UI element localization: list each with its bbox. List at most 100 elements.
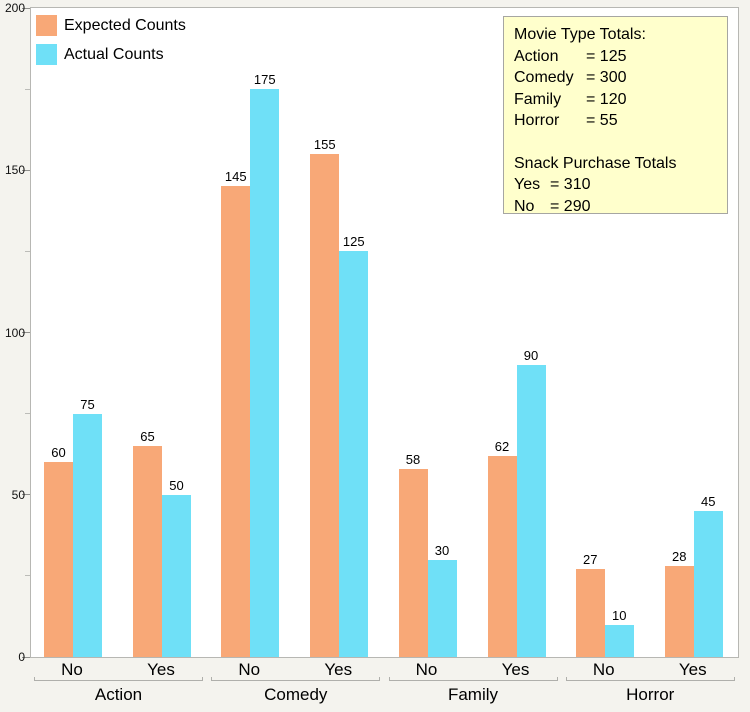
legend-item-expected[interactable]: Expected Counts: [36, 11, 186, 40]
annotation-row-action: Action = 125: [514, 46, 717, 68]
category-label-yes: Yes: [147, 660, 175, 679]
totals-annotation-box: Movie Type Totals: Action = 125 Comedy =…: [503, 16, 728, 215]
bar-value-label: 50: [169, 477, 184, 493]
y-minor-tick: [25, 413, 30, 415]
y-minor-tick: [25, 575, 30, 577]
bar-value-label: 45: [701, 493, 716, 509]
bar-value-label: 60: [51, 445, 66, 461]
bar-family-no-expected[interactable]: 58: [398, 452, 428, 657]
bar-horror-yes-actual[interactable]: 45: [693, 494, 723, 657]
annotation-value: = 120: [586, 90, 627, 108]
legend-label-actual: Actual Counts: [64, 45, 164, 63]
x-axis-group-horror: No Yes Horror: [562, 658, 739, 712]
category-label-no: No: [238, 660, 261, 679]
group-label-action: Action: [94, 685, 143, 704]
annotation-row-horror: Horror = 55: [514, 110, 717, 132]
annotation-row-comedy: Comedy = 300: [514, 67, 717, 89]
y-axis-label: 200: [4, 1, 25, 15]
bar-family-yes-expected[interactable]: 62: [487, 439, 517, 657]
bar-group-family: 58 30 62 90: [386, 8, 563, 657]
y-major-tick: [22, 656, 30, 658]
group-label-family: Family: [447, 685, 499, 704]
bar-action-no-actual[interactable]: 75: [73, 397, 102, 657]
x-axis-group-family: No Yes Family: [385, 658, 562, 712]
group-label-horror: Horror: [626, 685, 675, 704]
actual-counts-swatch: [36, 44, 57, 65]
bars-layer: 60 75 65 50 145 175 155 125 58 30 62 90 27 10 28 45: [31, 8, 738, 657]
y-major-tick: [22, 169, 30, 171]
plot-area: Expected Counts Actual Counts 60 75 65 50 14…: [30, 7, 739, 658]
x-axis-group-comedy: No Yes Comedy: [207, 658, 384, 712]
annotation-value: = 290: [550, 197, 591, 215]
bar-comedy-yes-actual[interactable]: 125: [339, 234, 369, 657]
group-bracket: [211, 677, 381, 681]
annotation-subtitle: Snack Purchase Totals: [514, 154, 677, 172]
bar-value-label: 175: [253, 72, 276, 88]
bar-action-no-expected[interactable]: 60: [44, 445, 73, 657]
bar-value-label: 27: [583, 552, 598, 568]
bar-value-label: 62: [494, 438, 510, 454]
bar-horror-no-actual[interactable]: 10: [604, 608, 634, 657]
annotation-row-family: Family = 120: [514, 89, 717, 111]
group-bracket: [388, 677, 558, 681]
y-major-tick: [22, 494, 30, 496]
annotation-label: No: [514, 197, 535, 215]
bar-horror-yes-expected[interactable]: 28: [664, 549, 694, 657]
annotation-value: = 310: [550, 176, 591, 193]
bar-group-comedy: 145 175 155 125: [208, 8, 385, 657]
bar-value-label: 30: [434, 542, 450, 558]
bar-action-yes-actual[interactable]: 50: [162, 478, 191, 657]
legend: Expected Counts Actual Counts: [36, 11, 186, 69]
y-axis-label: 100: [4, 325, 25, 340]
annotation-label: Action: [514, 47, 559, 65]
group-bracket: [34, 677, 203, 681]
category-label-no: No: [61, 660, 83, 679]
annotation-value: = 125: [586, 47, 627, 65]
bar-value-label: 10: [612, 607, 627, 623]
bar-value-label: 155: [313, 137, 336, 153]
bar-value-label: 58: [405, 451, 421, 467]
bar-group-action: 60 75 65 50: [31, 8, 208, 657]
bar-comedy-no-expected[interactable]: 145: [221, 169, 251, 657]
category-label-yes: Yes: [501, 660, 530, 679]
category-label-no: No: [592, 660, 615, 679]
annotation-label: Horror: [514, 112, 560, 129]
bar-value-label: 125: [342, 234, 365, 250]
x-axis-group-action: No Yes Action: [30, 658, 207, 712]
category-label-yes: Yes: [678, 660, 707, 679]
legend-label-expected: Expected Counts: [64, 16, 186, 34]
annotation-title: Movie Type Totals:: [514, 26, 646, 43]
bar-action-yes-expected[interactable]: 65: [133, 429, 162, 657]
group-label-comedy: Comedy: [264, 685, 328, 704]
annotation-value: = 55: [586, 112, 618, 129]
bar-comedy-yes-expected[interactable]: 155: [310, 137, 340, 657]
bar-value-label: 65: [140, 429, 155, 445]
bar-family-yes-actual[interactable]: 90: [516, 348, 546, 657]
category-label-no: No: [415, 660, 438, 679]
x-axis: No Yes Action No Yes Comedy No Yes Family No Yes Ho…: [30, 658, 739, 712]
annotation-value: = 300: [586, 69, 627, 86]
annotation-label: Yes: [514, 176, 541, 193]
bar-value-label: 90: [523, 347, 539, 363]
y-major-tick: [22, 7, 30, 9]
y-axis-label: 50: [11, 487, 25, 502]
annotation-label: Family: [514, 90, 562, 108]
bar-value-label: 75: [80, 396, 95, 412]
bar-horror-no-expected[interactable]: 27: [575, 552, 605, 657]
group-bracket: [565, 677, 735, 681]
annotation-row-no: No = 290: [514, 196, 717, 218]
category-label-yes: Yes: [324, 660, 353, 679]
y-major-tick: [22, 332, 30, 333]
bar-comedy-no-actual[interactable]: 175: [250, 72, 280, 657]
annotation-label: Comedy: [514, 69, 574, 86]
bar-group-horror: 27 10 28 45: [563, 8, 740, 657]
annotation-spacer: [514, 132, 717, 153]
y-minor-tick: [25, 250, 30, 252]
bar-family-no-actual[interactable]: 30: [427, 543, 457, 657]
expected-counts-swatch: [36, 15, 57, 36]
annotation-row-yes: Yes = 310: [514, 174, 717, 196]
y-minor-tick: [25, 88, 30, 90]
legend-item-actual[interactable]: Actual Counts: [36, 40, 186, 69]
bar-value-label: 145: [224, 169, 247, 185]
